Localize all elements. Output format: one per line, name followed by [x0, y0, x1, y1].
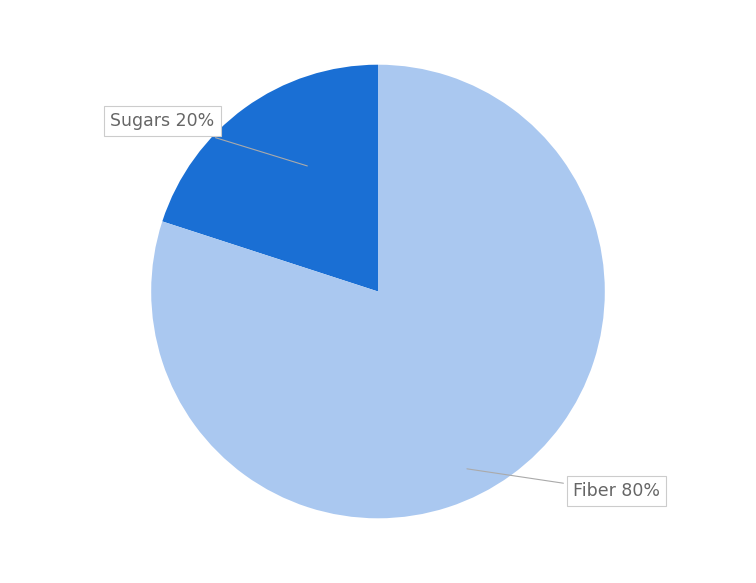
Text: Fiber 80%: Fiber 80% [467, 469, 660, 500]
Wedge shape [163, 65, 378, 292]
Text: Sugars 20%: Sugars 20% [110, 113, 307, 166]
Wedge shape [151, 65, 605, 518]
